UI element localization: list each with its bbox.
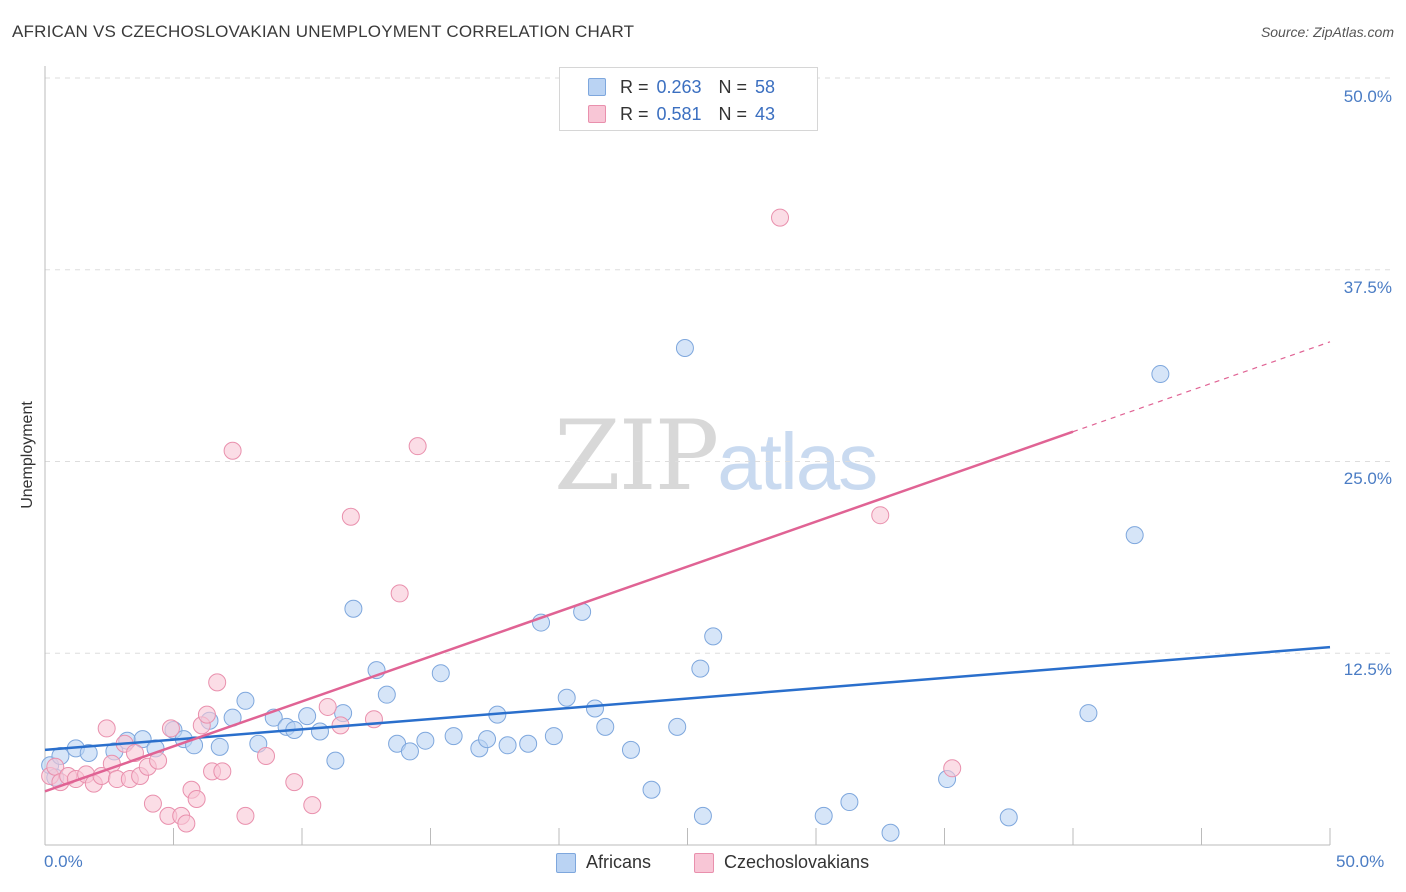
czechoslovakians-point [197,705,216,724]
africans-point [298,707,317,726]
africans-point [999,808,1018,827]
x-tick-label-min: 0.0% [44,852,83,871]
y-tick-label-12-5: 12.5% [1343,660,1392,679]
czechoslovakians-point [257,747,276,766]
czechoslovakians-point [285,773,304,792]
chart-title: AFRICAN VS CZECHOSLOVAKIAN UNEMPLOYMENT … [12,22,635,41]
africans-point [691,659,710,678]
stats-legend: R = 0.263 N = 58 R = 0.581 N = 43 [559,67,818,131]
africans-point [668,717,687,736]
series-legend: Africans Czechoslovakians [0,851,1406,877]
czechoslovakians-trend-extension [1072,341,1331,433]
africans-point [642,780,661,799]
africans-trend-line [44,645,1331,752]
africans-point [693,806,712,825]
n-value-czechoslovakians: 43 [755,103,776,124]
czechoslovakians-point [208,673,227,692]
czechoslovakians-point [236,806,255,825]
n-label: N = [718,103,748,124]
africans-point [377,685,396,704]
x-tick-label-max: 50.0% [1336,852,1385,871]
legend-item-czechoslovakians[interactable]: Czechoslovakians [694,852,869,873]
africans-point [1151,365,1170,384]
czechoslovakians-point [341,507,360,526]
r-label: R = [620,103,649,124]
watermark: ZIPatlas [554,400,878,512]
africans-point [236,691,255,710]
africans-point [326,751,345,770]
n-label: N = [718,76,748,97]
africans-point [310,722,329,741]
y-tick-label-25: 25.0% [1343,469,1392,488]
africans-point [1125,526,1144,545]
africans-point [1079,704,1098,723]
watermark-zip: ZIP [554,400,719,512]
r-value-africans: 0.263 [656,76,702,97]
africans-point [79,743,98,762]
n-value-africans: 58 [755,76,776,97]
africans-point [881,823,900,842]
africans-point [519,734,538,753]
source-label: Source: ZipAtlas.com [1260,24,1394,40]
legend-label-africans: Africans [586,852,652,872]
czechoslovakians-swatch [588,105,606,123]
czechoslovakians-point [213,762,232,781]
czechoslovakians-point [390,584,409,603]
legend-label-czechoslovakians: Czechoslovakians [724,852,870,872]
africans-point [814,806,833,825]
africans-point [596,717,615,736]
africans-point [621,740,640,759]
stats-legend-row-czechoslovakians: R = 0.581 N = 43 [588,103,775,125]
czechoslovakians-point [771,208,790,227]
africans-point [478,730,497,749]
africans-point [840,793,859,812]
czechoslovakians-point [187,789,206,808]
czechoslovakians-point [143,794,162,813]
africans-point [675,338,694,357]
czechoslovakians-point [408,437,427,456]
czechoslovakians-legend-swatch [694,852,714,873]
africans-point [416,731,435,750]
africans-point [400,742,419,761]
czechoslovakians-point [303,796,322,815]
r-label: R = [620,76,649,97]
africans-point [498,736,517,755]
africans-swatch [588,78,606,96]
czechoslovakians-point [97,719,116,738]
africans-point [585,699,604,718]
africans-point [704,627,723,646]
y-tick-label-37-5: 37.5% [1343,278,1392,297]
stats-legend-row-africans: R = 0.263 N = 58 [588,76,775,98]
czechoslovakians-trend-line [44,430,1074,793]
czechoslovakians-point [943,759,962,778]
africans-point [344,599,363,618]
czechoslovakians-point [223,441,242,460]
africans-point [557,688,576,707]
czechoslovakians-point [318,697,337,716]
czechoslovakians-point [871,506,890,525]
r-value-czechoslovakians: 0.581 [656,103,702,124]
africans-point [544,727,563,746]
africans-point [431,664,450,683]
czechoslovakians-point [161,719,180,738]
y-tick-label-50: 50.0% [1343,87,1392,106]
czechoslovakians-point [177,814,196,833]
legend-item-africans[interactable]: Africans [556,852,651,873]
africans-point [210,737,229,756]
africans-point [444,727,463,746]
africans-legend-swatch [556,852,576,873]
